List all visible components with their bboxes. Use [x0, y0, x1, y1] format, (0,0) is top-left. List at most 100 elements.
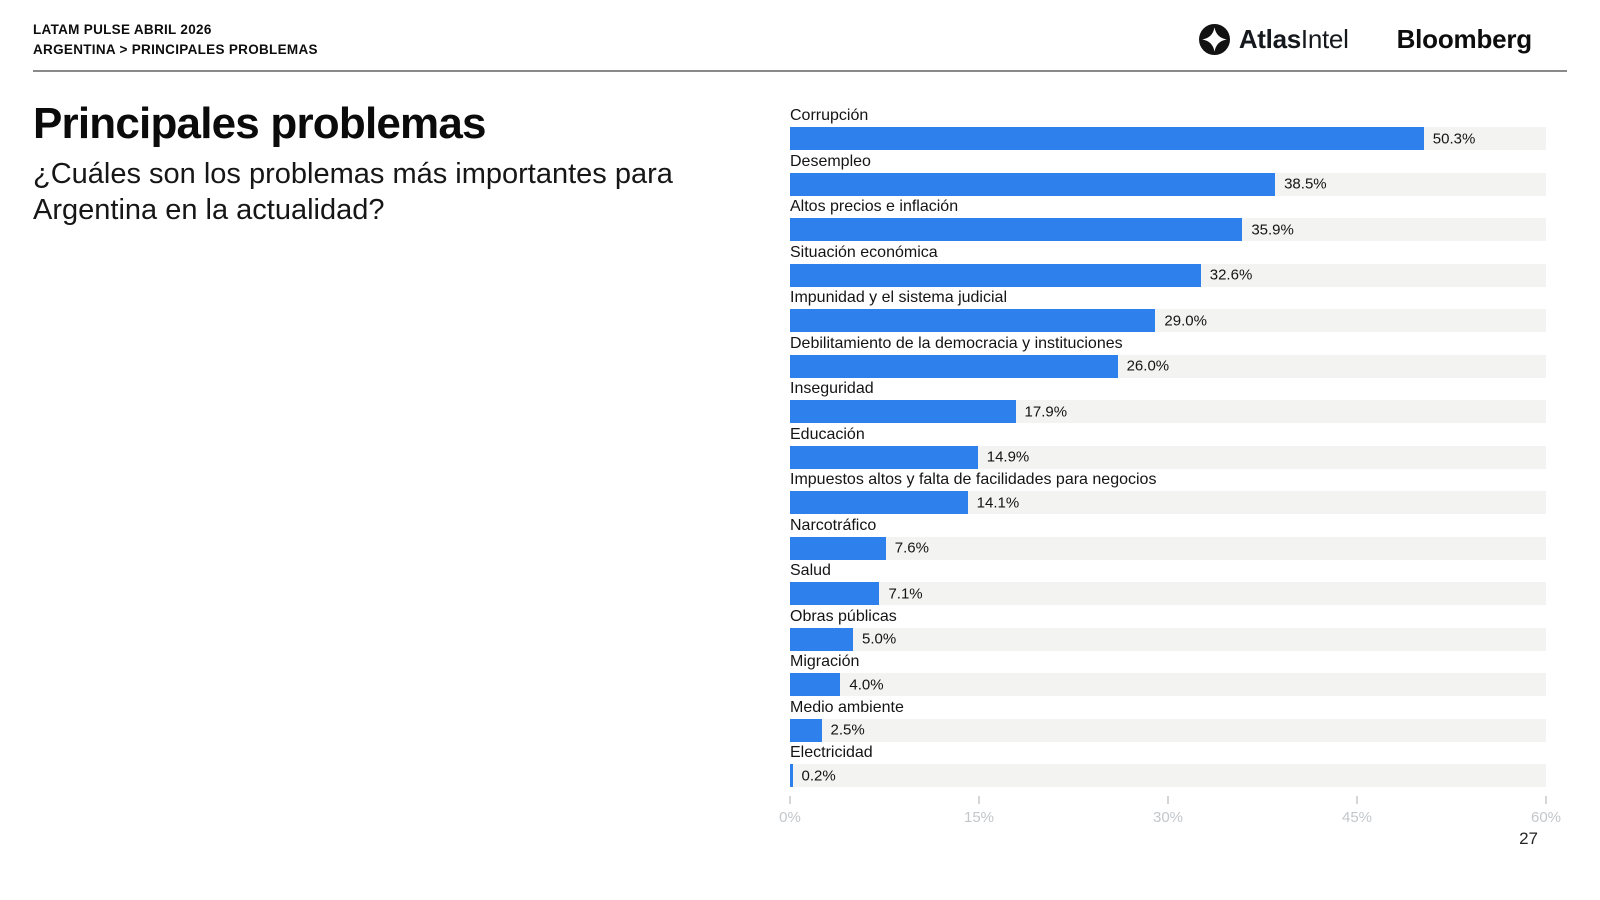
atlasintel-wordmark-regular: Intel	[1300, 24, 1349, 54]
atlasintel-star-icon	[1198, 24, 1230, 55]
axis-tick	[978, 796, 980, 804]
header-divider	[33, 70, 1567, 72]
bar-track: 38.5%	[790, 172, 1546, 196]
axis-tick	[1545, 796, 1547, 804]
bar-fill	[790, 536, 886, 560]
axis-tick-label: 15%	[963, 809, 995, 826]
bar-row: Altos precios e inflación 35.9%	[790, 198, 1546, 241]
bar-category-label: Situación económica	[790, 243, 938, 261]
bar-row: Narcotráfico 7.6%	[790, 517, 1546, 560]
atlasintel-logo: AtlasIntel	[1198, 24, 1349, 55]
bar-value-label: 2.5%	[830, 721, 865, 739]
bar-row: Debilitamiento de la democracia y instit…	[790, 335, 1546, 378]
intro-section: Principales problemas ¿Cuáles son los pr…	[33, 98, 733, 228]
bar-fill	[790, 718, 822, 742]
bar-row: Obras públicas 5.0%	[790, 608, 1546, 651]
bar-category-label: Educación	[790, 425, 865, 443]
axis-tick-label: 0%	[779, 809, 801, 826]
bar-category-label: Debilitamiento de la democracia y instit…	[790, 334, 1123, 352]
bar-fill	[790, 445, 978, 469]
bloomberg-logo: Bloomberg	[1396, 24, 1533, 54]
bar-track: 14.9%	[790, 445, 1546, 469]
page-title: Principales problemas	[33, 99, 487, 148]
bar-value-label: 29.0%	[1164, 312, 1207, 329]
bar-fill	[790, 354, 1118, 378]
bar-track: 35.9%	[790, 218, 1546, 241]
bar-track: 7.6%	[790, 536, 1546, 560]
logo-group: AtlasIntel Bloomberg	[1198, 24, 1533, 55]
x-axis: 0% 15% 30% 45% 60%	[779, 796, 1561, 828]
bar-row: Desempleo 38.5%	[790, 153, 1546, 196]
bar-value-label: 0.2%	[801, 767, 836, 784]
bar-row: Impunidad y el sistema judicial 29.0%	[790, 289, 1546, 332]
bar-row: Situación económica 32.6%	[790, 244, 1546, 287]
bar-track: 5.0%	[790, 627, 1546, 651]
bar-track: 14.1%	[790, 491, 1546, 514]
axis-tick	[1167, 796, 1169, 804]
bar-track: 32.6%	[790, 263, 1546, 287]
header: LATAM PULSE ABRIL 2026 ARGENTINA > PRINC…	[33, 20, 1532, 60]
axis-tick	[1356, 796, 1358, 804]
bar-value-label: 14.1%	[976, 494, 1020, 511]
bar-category-label: Salud	[790, 562, 831, 579]
bar-value-label: 5.0%	[862, 630, 897, 648]
bar-value-label: 17.9%	[1024, 403, 1068, 420]
bar-track: 0.2%	[790, 764, 1546, 787]
bar-value-label: 7.1%	[888, 585, 923, 602]
bar-category-label: Narcotráfico	[790, 516, 877, 534]
bar-category-label: Corrupción	[790, 107, 869, 124]
bar-fill	[790, 218, 1243, 241]
bar-row: Educación 14.9%	[790, 426, 1546, 469]
bar-value-label: 7.6%	[894, 539, 929, 557]
page-number: 27	[1519, 829, 1538, 848]
bar-row: Electricidad 0.2%	[790, 744, 1546, 787]
bar-track: 4.0%	[790, 673, 1546, 696]
bar-row: Migración 4.0%	[790, 653, 1546, 696]
bar-track: 26.0%	[790, 354, 1546, 378]
bar-track: 2.5%	[790, 718, 1546, 742]
report-kicker: LATAM PULSE ABRIL 2026 ARGENTINA > PRINC…	[33, 20, 318, 60]
breadcrumb: ARGENTINA > PRINCIPALES PROBLEMAS	[33, 42, 318, 57]
bar-row: Corrupción 50.3%	[790, 107, 1546, 150]
bar-row: Salud 7.1%	[790, 562, 1546, 605]
axis-tick-label: 45%	[1341, 809, 1373, 826]
bar-category-label: Impunidad y el sistema judicial	[790, 289, 1007, 306]
bar-fill	[790, 764, 793, 787]
bar-category-label: Electricidad	[790, 744, 873, 761]
bar-value-label: 35.9%	[1251, 221, 1294, 238]
bar-value-label: 14.9%	[986, 448, 1030, 466]
bar-fill	[790, 673, 841, 696]
bar-value-label: 32.6%	[1209, 266, 1253, 284]
bar-category-label: Migración	[790, 653, 860, 670]
bar-fill	[790, 172, 1276, 196]
axis-tick-label: 30%	[1152, 809, 1184, 826]
bar-track: 50.3%	[790, 127, 1546, 150]
bar-value-label: 38.5%	[1284, 175, 1327, 193]
bar-track: 17.9%	[790, 400, 1546, 423]
bar-category-label: Impuestos altos y falta de facilidades p…	[790, 471, 1157, 488]
bar-fill	[790, 400, 1016, 423]
bar-category-label: Altos precios e inflación	[790, 198, 959, 215]
bar-category-label: Obras públicas	[790, 607, 897, 625]
bar-row: Impuestos altos y falta de facilidades p…	[790, 471, 1546, 514]
kicker-title: LATAM PULSE ABRIL 2026	[33, 22, 212, 37]
bar-category-label: Inseguridad	[790, 380, 874, 397]
axis-tick	[789, 796, 791, 804]
bar-row: Inseguridad 17.9%	[790, 380, 1546, 423]
atlasintel-wordmark: AtlasIntel	[1239, 24, 1349, 55]
bar-value-label: 4.0%	[849, 676, 884, 693]
bar-fill	[790, 491, 968, 514]
bar-category-label: Medio ambiente	[790, 698, 904, 716]
bar-fill	[790, 263, 1201, 287]
atlasintel-wordmark-bold: Atlas	[1238, 24, 1301, 54]
page-subtitle: ¿Cuáles son los problemas más importante…	[33, 158, 673, 226]
bar-fill	[790, 127, 1424, 150]
bar-row: Medio ambiente 2.5%	[790, 699, 1546, 742]
bar-chart: Corrupción 50.3% Desempleo 38.5% Altos preci…	[779, 107, 1561, 828]
bar-track: 29.0%	[790, 309, 1546, 332]
bar-fill	[790, 582, 880, 605]
bar-track: 7.1%	[790, 582, 1546, 605]
bar-category-label: Desempleo	[790, 152, 871, 170]
axis-tick-label: 60%	[1530, 809, 1562, 826]
bar-fill	[790, 309, 1156, 332]
